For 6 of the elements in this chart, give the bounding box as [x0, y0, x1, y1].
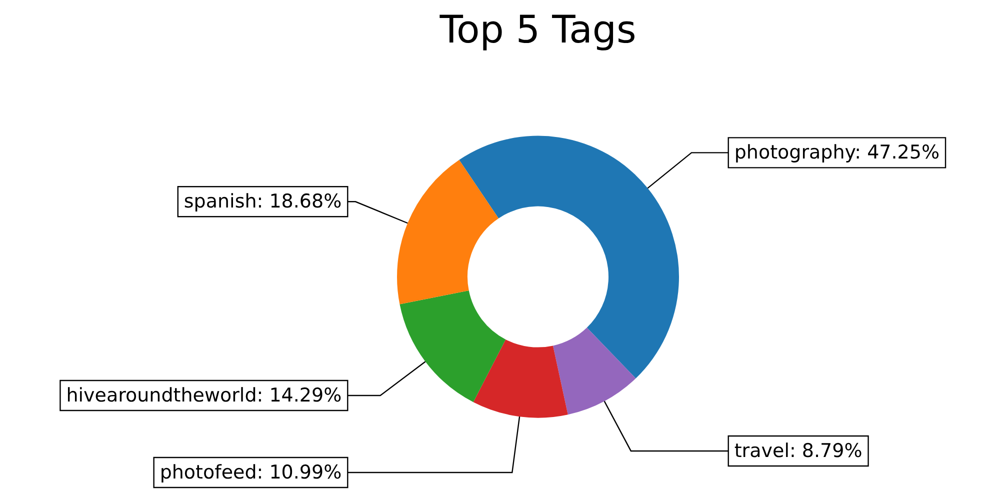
- slice-label: spanish: 18.68%: [184, 190, 342, 213]
- slice-label: travel: 8.79%: [734, 440, 862, 462]
- chart-title: Top 5 Tags: [438, 8, 636, 52]
- slice-label: hivearoundtheworld: 14.29%: [66, 384, 342, 406]
- slice-label: photography: 47.25%: [734, 142, 940, 164]
- slice-label: photofeed: 10.99%: [160, 461, 342, 484]
